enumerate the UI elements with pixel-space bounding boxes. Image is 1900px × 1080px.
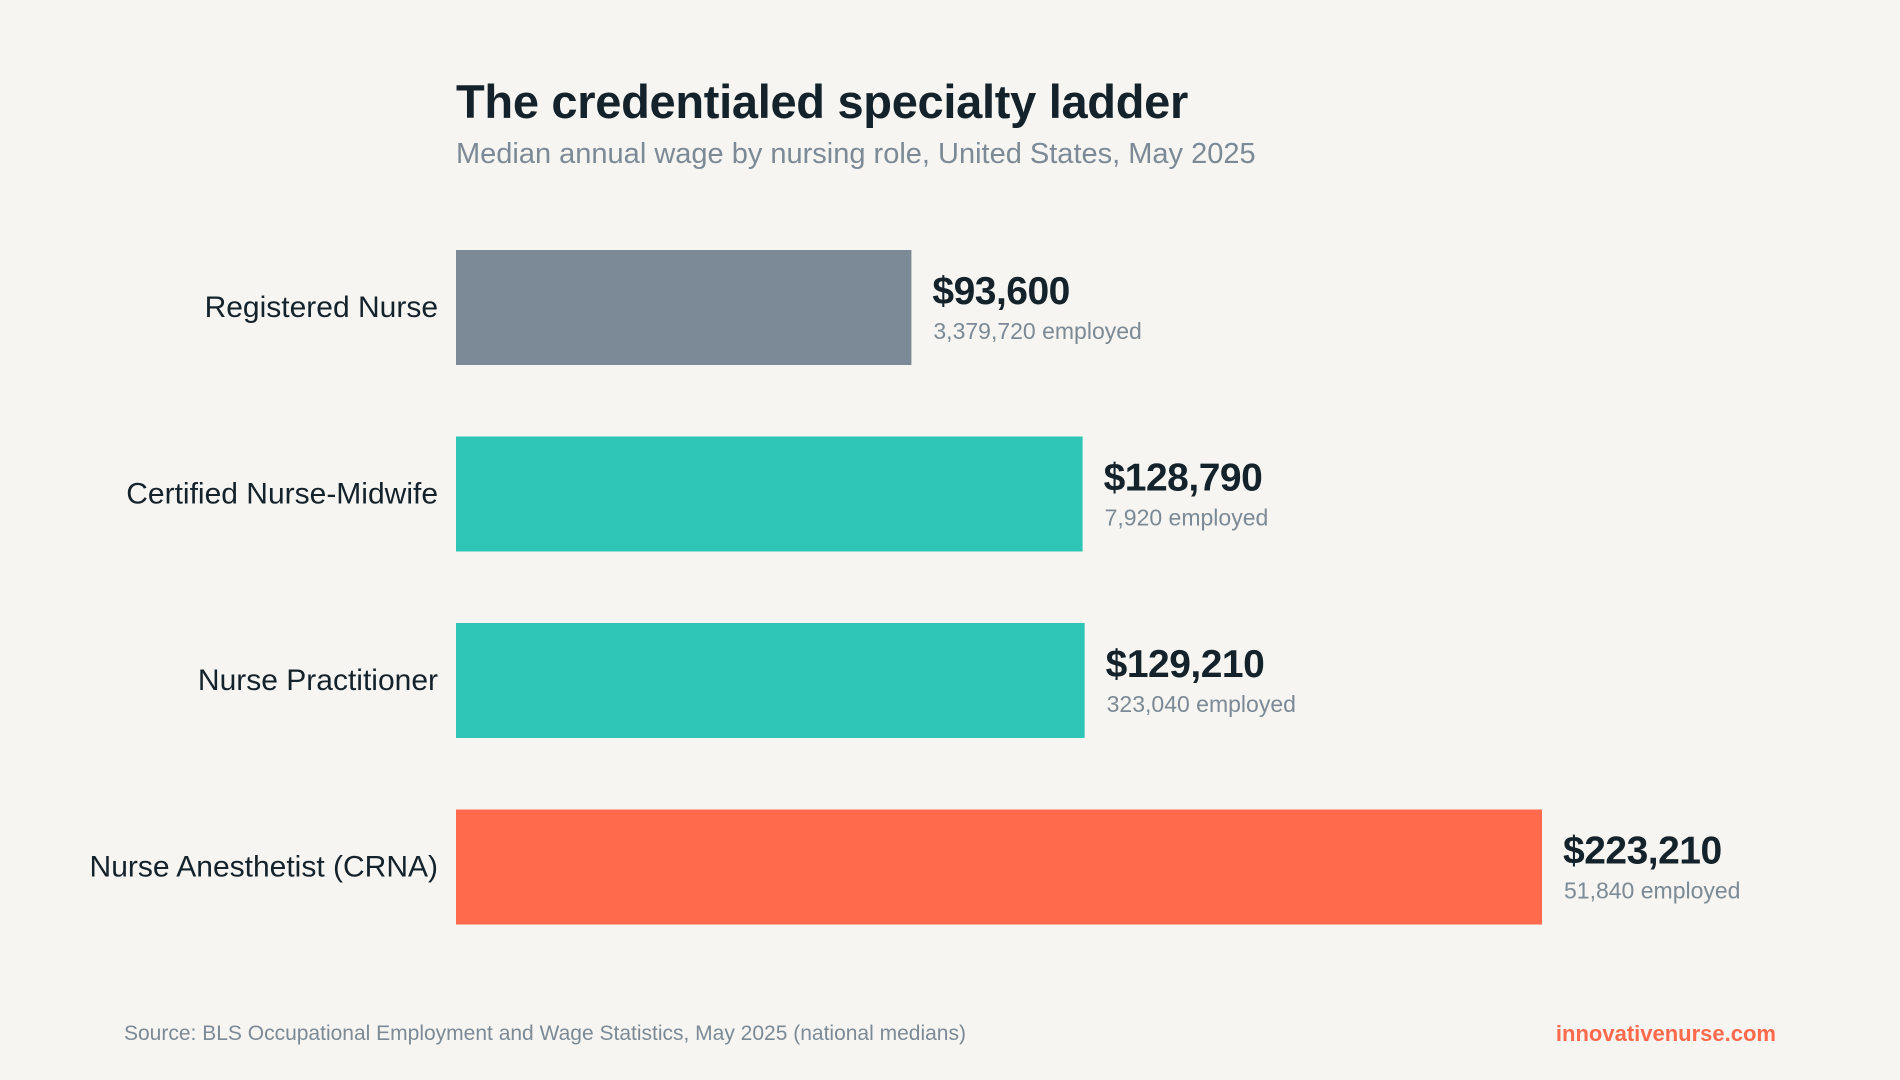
bar xyxy=(456,623,1085,738)
value-label: $128,790 xyxy=(1104,457,1263,500)
employment-label: 3,379,720 employed xyxy=(933,318,1141,344)
category-label: Nurse Anesthetist (CRNA) xyxy=(90,851,438,884)
value-label: $129,210 xyxy=(1106,643,1265,686)
source-note: Source: BLS Occupational Employment and … xyxy=(124,1022,966,1045)
brand-link[interactable]: innovativenurse.com xyxy=(1555,1021,1776,1046)
employment-label: 7,920 employed xyxy=(1105,505,1269,531)
bar xyxy=(456,250,912,365)
employment-label: 323,040 employed xyxy=(1107,691,1296,717)
chart-subtitle: Median annual wage by nursing role, Unit… xyxy=(456,138,1256,170)
chart-title: The credentialed specialty ladder xyxy=(456,75,1188,128)
category-label: Nurse Practitioner xyxy=(198,664,438,697)
employment-label: 51,840 employed xyxy=(1564,878,1740,904)
category-label: Registered Nurse xyxy=(205,291,438,324)
bar xyxy=(456,809,1542,925)
category-label: Certified Nurse-Midwife xyxy=(126,478,438,511)
bar xyxy=(456,436,1083,552)
value-label: $93,600 xyxy=(932,270,1069,313)
value-label: $223,210 xyxy=(1563,830,1722,873)
